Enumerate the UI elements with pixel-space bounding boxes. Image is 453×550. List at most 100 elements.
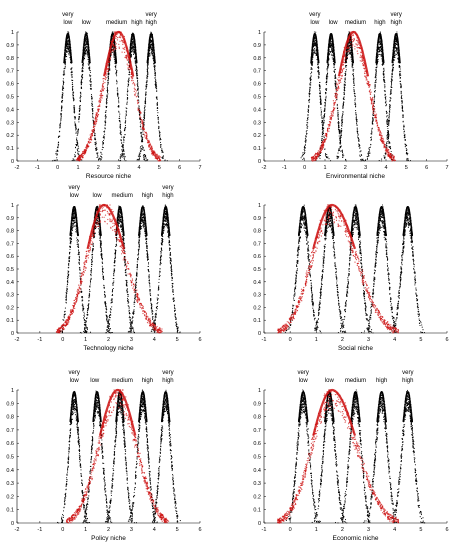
membership-point [94, 124, 96, 126]
scatter-point [321, 135, 323, 137]
y-tick-label: 0.7 [253, 69, 261, 75]
x-tick-label: 4 [137, 165, 140, 171]
membership-point [78, 157, 80, 159]
scatter-point [323, 115, 325, 117]
scatter-point [64, 65, 66, 67]
scatter-point [145, 96, 147, 98]
membership-point [87, 141, 89, 143]
scatter-point [76, 140, 78, 142]
membership-point [92, 131, 94, 133]
scatter-point [106, 89, 109, 91]
scatter-point [338, 125, 340, 127]
scatter-point [74, 123, 76, 125]
scatter-point [311, 68, 313, 70]
scatter-point [354, 103, 356, 105]
scatter-point [339, 142, 341, 145]
scatter-point [117, 87, 119, 89]
scatter-point [74, 116, 76, 118]
scatter-point [304, 152, 306, 154]
scatter-point [97, 155, 99, 157]
scatter-point [339, 146, 341, 148]
scatter-point [341, 156, 344, 158]
scatter-point [87, 48, 90, 51]
scatter-point [82, 64, 84, 66]
membership-point [102, 83, 104, 85]
scatter-point [319, 157, 321, 159]
scatter-point [129, 72, 131, 74]
scatter-point [385, 105, 387, 107]
membership-point [131, 80, 133, 82]
scatter-point [62, 83, 64, 85]
scatter-point [345, 73, 347, 75]
scatter-point [126, 103, 128, 106]
y-tick-label: 0.2 [6, 133, 14, 139]
scatter-point [69, 49, 72, 52]
scatter-point [70, 55, 72, 57]
scatter-point [61, 105, 63, 108]
membership-point [96, 118, 98, 120]
scatter-point [158, 128, 160, 130]
scatter-point [374, 90, 376, 92]
scatter-point [309, 98, 311, 100]
scatter-point [362, 159, 364, 161]
scatter-point [125, 113, 127, 115]
membership-point [91, 135, 93, 137]
scatter-point [67, 40, 69, 43]
membership-point [153, 153, 155, 155]
scatter-point [72, 159, 74, 162]
scatter-point [65, 58, 67, 61]
scatter-point [356, 129, 358, 131]
scatter-point [307, 115, 309, 117]
scatter-point [383, 75, 385, 77]
scatter-point [137, 93, 139, 95]
scatter-point [305, 140, 307, 142]
scatter-point [334, 74, 336, 77]
scatter-point [59, 130, 61, 132]
scatter-point [73, 105, 75, 107]
scatter-point [82, 51, 85, 53]
scatter-point [370, 139, 372, 141]
scatter-point [90, 81, 92, 84]
scatter-point [138, 159, 140, 161]
scatter-point [384, 86, 386, 88]
scatter-point [322, 130, 324, 132]
scatter-point [132, 41, 134, 43]
scatter-point [343, 101, 345, 103]
scatter-point [304, 143, 306, 145]
x-tick-label: 2 [97, 165, 100, 171]
membership-point [127, 58, 129, 60]
scatter-point [147, 46, 150, 49]
scatter-point [357, 134, 359, 136]
scatter-point [320, 101, 322, 103]
scatter-point [127, 80, 129, 82]
scatter-point [145, 88, 147, 90]
scatter-point [326, 69, 328, 71]
scatter-point [79, 99, 82, 101]
scatter-point [103, 131, 105, 133]
scatter-point [104, 133, 106, 135]
scatter-point [320, 107, 322, 109]
scatter-point [104, 130, 106, 132]
scatter-point [69, 45, 71, 47]
membership-point [151, 152, 153, 154]
scatter-point [305, 130, 307, 132]
scatter-point [75, 132, 77, 134]
scatter-point [88, 49, 90, 52]
membership-point [131, 78, 133, 80]
scatter-point [101, 153, 103, 155]
scatter-point [68, 54, 70, 56]
scatter-point [102, 142, 104, 145]
scatter-point [88, 68, 90, 70]
membership-point [97, 114, 99, 116]
scatter-point [388, 136, 390, 138]
scatter-point [135, 69, 137, 71]
scatter-point [369, 150, 371, 152]
scatter-point [88, 53, 91, 56]
scatter-point [124, 124, 127, 126]
scatter-point [374, 87, 376, 89]
membership-point [87, 146, 89, 148]
scatter-point [307, 111, 309, 113]
scatter-point [370, 133, 372, 135]
scatter-point [150, 44, 152, 47]
scatter-point [379, 31, 381, 33]
